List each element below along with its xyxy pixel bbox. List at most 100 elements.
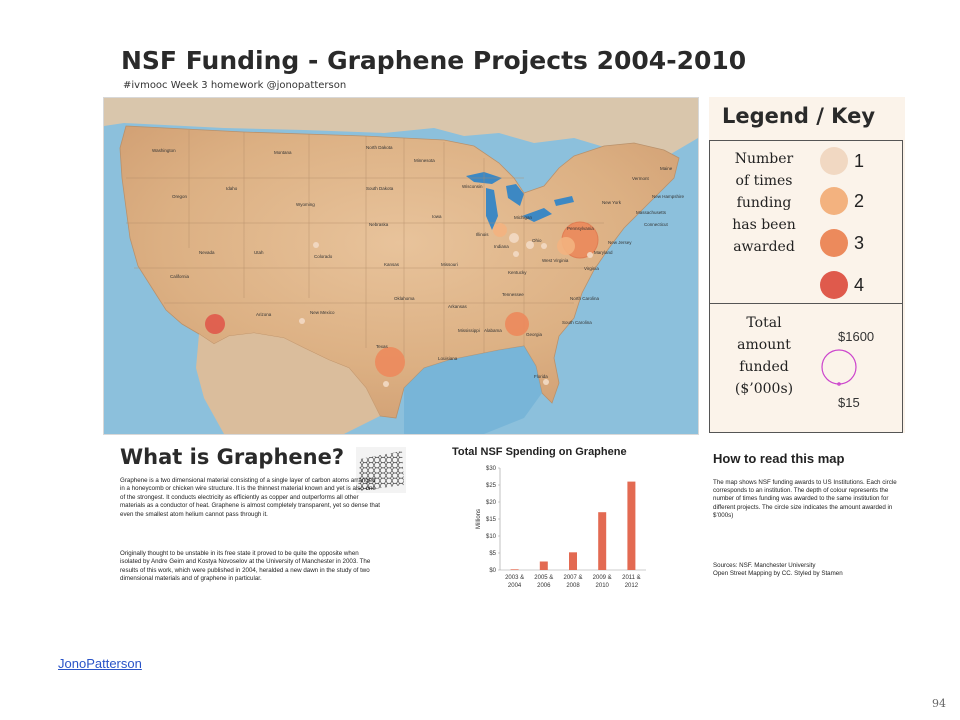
state-label: Indiana — [494, 244, 509, 249]
chart-bar — [569, 552, 577, 570]
legend-divider — [709, 303, 903, 304]
legend-amount-line: funded — [739, 359, 789, 375]
state-label: Minnesota — [414, 158, 435, 163]
chart-y-tick-label: $10 — [486, 534, 497, 540]
state-label: Maryland — [594, 250, 613, 255]
legend-panel — [709, 97, 905, 433]
legend-count-line: funding — [736, 195, 792, 211]
legend-level-1: 1 — [820, 147, 880, 177]
graphene-paragraph-2: Originally thought to be unstable in its… — [120, 550, 371, 583]
chart-x-tick-label: 2005 & — [534, 575, 553, 581]
state-label: New Hampshire — [652, 194, 685, 199]
sources-line: Sources: NSF. Manchester University — [713, 562, 816, 569]
spending-bar-chart: Millions $0 $5 $10 $15 $20 $25 $30 2003 & 2004 200… — [476, 466, 646, 589]
legend-amount-label: Total amount funded ($’000s) — [716, 312, 812, 400]
legend-size-circles — [821, 349, 857, 386]
graphene-title: What is Graphene? — [120, 445, 345, 469]
state-label: Pennsylvania — [567, 226, 594, 231]
legend-count-line: awarded — [733, 239, 795, 255]
author-link[interactable]: JonoPatterson — [58, 656, 142, 671]
chart-x-tick-label: 2003 & — [505, 575, 524, 581]
state-borders — [126, 130, 604, 358]
state-label: Oklahoma — [394, 296, 415, 301]
legend-box — [709, 140, 903, 433]
chart-x-tick-label: 2012 — [625, 583, 639, 589]
chart-y-tick-label: $15 — [486, 517, 497, 523]
chart-x-tick-label: 2004 — [508, 583, 522, 589]
legend-level-label: 1 — [854, 151, 865, 171]
chart-x-tick-label: 2007 & — [563, 575, 582, 581]
map-svg — [104, 98, 698, 434]
chart-x-tick-label: 2009 & — [593, 575, 612, 581]
state-label: Oregon — [172, 194, 188, 199]
bubble-maryland — [557, 237, 575, 255]
state-label: Connecticut — [644, 222, 668, 227]
graphene-paragraph-1: Graphene is a two dimensional material c… — [120, 477, 381, 518]
state-label: Arkansas — [448, 304, 467, 309]
legend-count-line: has been — [732, 217, 796, 233]
state-label: South Carolina — [562, 320, 592, 325]
legend-swatch — [820, 229, 848, 257]
bubble-indiana — [509, 233, 519, 243]
poster-title: NSF Funding - Graphene Projects 2004-201… — [121, 46, 747, 75]
chart-y-tick-label: $5 — [489, 551, 496, 557]
state-label: Kansas — [384, 262, 400, 267]
state-label: Texas — [376, 344, 388, 349]
state-label: Colorado — [314, 254, 333, 259]
gulf-of-mexico — [404, 346, 542, 434]
state-label: Vermont — [632, 176, 649, 181]
state-label: Montana — [274, 150, 292, 155]
state-label: Utah — [254, 250, 264, 255]
legend-level-label: 3 — [854, 233, 865, 253]
chart-bar — [539, 561, 548, 570]
great-lakes — [466, 172, 574, 230]
state-label: Tennessee — [502, 292, 524, 297]
bubble-florida — [543, 379, 549, 385]
legend-size-large — [821, 349, 857, 385]
state-label: Florida — [534, 374, 548, 379]
state-label: Iowa — [432, 214, 442, 219]
chart-y-tick-label: $20 — [486, 500, 497, 506]
state-label: Mississippi — [458, 328, 480, 333]
poster-subtitle: #ivmooc Week 3 homework @jonopatterson — [123, 80, 347, 91]
howto-text: The map shows NSF funding awards to US I… — [713, 479, 897, 519]
chart-x-tick-label: 2010 — [596, 583, 610, 589]
state-label: Wyoming — [296, 202, 315, 207]
bubble-kentucky — [513, 251, 519, 257]
chart-x-tick-label: 2006 — [537, 583, 551, 589]
state-label: West Virginia — [542, 258, 569, 263]
bubble-virginia — [587, 252, 593, 258]
legend-amount-line: Total — [746, 315, 782, 331]
bubble-new-mexico — [299, 318, 305, 324]
bubble-colorado — [313, 242, 319, 248]
legend-level-2: 2 — [820, 187, 880, 217]
state-label: Arizona — [256, 312, 272, 317]
chart-bar — [510, 569, 519, 570]
state-label: North Carolina — [570, 296, 600, 301]
howto-title: How to read this map — [713, 451, 845, 466]
legend-amount-line: ($’000s) — [734, 381, 794, 397]
legend-level-label: 4 — [854, 275, 865, 295]
page-number: 94 — [932, 697, 946, 710]
chart-bar — [627, 481, 636, 570]
chart-ylabel: Millions — [476, 509, 482, 529]
legend-title: Legend / Key — [722, 104, 876, 128]
state-label: Alabama — [484, 328, 502, 333]
state-label: New Mexico — [310, 310, 335, 315]
chart-x-tick-label: 2011 & — [622, 575, 641, 581]
chart-x-tick-label: 2008 — [566, 583, 580, 589]
legend-count-line: Number — [734, 151, 794, 167]
chart-bar — [598, 512, 607, 570]
state-label: New Jersey — [608, 240, 632, 245]
legend-level-3: 3 — [820, 229, 880, 259]
state-label: Idaho — [226, 186, 238, 191]
bubble-ohio — [526, 241, 534, 249]
us-map: Washington Montana North Dakota Minnesot… — [103, 97, 699, 435]
state-label: Nebraska — [369, 222, 389, 227]
bubble-illinois — [493, 223, 507, 237]
funding-bubbles — [205, 221, 599, 387]
state-label: Massachusetts — [636, 210, 667, 215]
bubble-georgia — [505, 312, 529, 336]
state-label: Virginia — [584, 266, 599, 271]
legend-size-small — [837, 382, 841, 386]
